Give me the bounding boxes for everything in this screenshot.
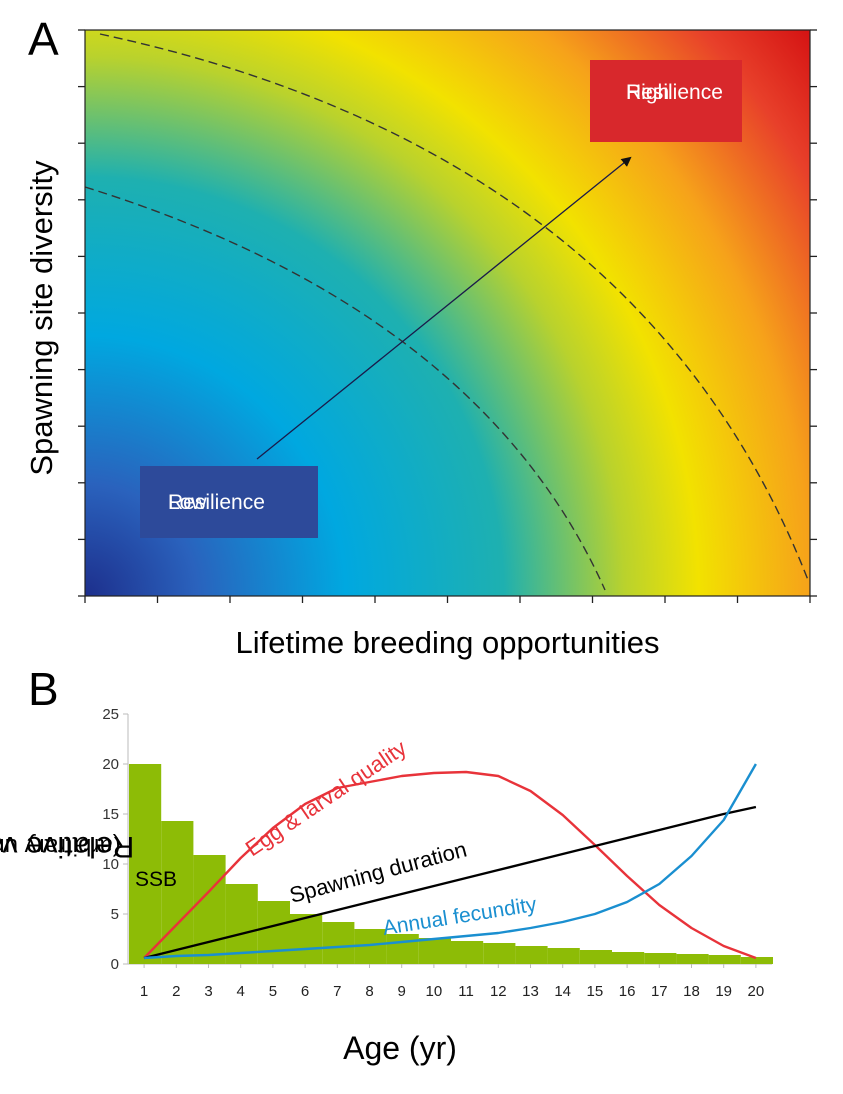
y-tick-label: 0 [111, 956, 119, 973]
x-tick-label: 4 [237, 983, 245, 1000]
panel-a-axes [78, 29, 817, 603]
ssb-label: SSB [135, 868, 177, 891]
x-tick-label: 20 [748, 983, 765, 1000]
ssb-bar [161, 821, 194, 964]
x-tick-label: 9 [398, 983, 406, 1000]
x-tick-label: 11 [458, 983, 474, 1000]
x-tick-label: 5 [269, 983, 277, 1000]
series-line-annual-fecundity [144, 763, 757, 960]
ssb-bar [612, 952, 645, 964]
x-tick-label: 17 [651, 983, 668, 1000]
ssb-bar [740, 957, 773, 964]
contour-high [99, 33, 809, 581]
ssb-bar [644, 953, 677, 964]
high-label-line1: High [626, 81, 670, 104]
ssb-bar [483, 943, 516, 964]
y-tick-label: 25 [102, 706, 119, 723]
high-label-line2: Resilience [626, 81, 723, 104]
y-tick-label: 15 [102, 806, 119, 823]
annual-fecundity-label: Annual fecundity [381, 893, 538, 940]
resilience-arrow [256, 156, 632, 460]
ssb-bar [515, 946, 548, 964]
y-tick-label: 5 [111, 906, 119, 923]
low-label-line1: Low [168, 491, 207, 514]
y-tick-label: 10 [102, 856, 119, 873]
x-tick-label: 19 [715, 983, 732, 1000]
ssb-bar [129, 764, 162, 964]
ssb-bar [322, 922, 355, 964]
panel-a-letter: A [28, 13, 59, 65]
contour-low [84, 186, 606, 591]
x-tick-label: 12 [490, 983, 507, 1000]
x-tick-label: 3 [204, 983, 212, 1000]
ssb-bar [547, 948, 580, 964]
x-tick-label: 2 [172, 983, 180, 1000]
x-tick-label: 13 [522, 983, 539, 1000]
high-resilience-label: High Resilience [590, 60, 742, 142]
ssb-bar [676, 954, 709, 964]
x-tick-label: 18 [683, 983, 700, 1000]
low-resilience-label: Low Resilience [140, 466, 318, 538]
x-tick-label: 8 [365, 983, 373, 1000]
panel-a-xlabel: Lifetime breeding opportunities [235, 625, 660, 660]
x-tick-label: 6 [301, 983, 309, 1000]
x-tick-label: 1 [140, 983, 148, 1000]
series-line-spawning-duration [143, 805, 757, 960]
series-line-egg-larval-quality [143, 770, 757, 960]
ssb-bar [708, 955, 741, 964]
ssb-bar [386, 934, 419, 964]
y-tick-label: 20 [102, 756, 119, 773]
egg-quality-label: Egg & larval quality [241, 735, 411, 861]
low-label-line2: Resilience [168, 491, 265, 514]
x-tick-label: 10 [426, 983, 443, 1000]
panel-b-ylabel-line2: (arbitrary units) [0, 833, 121, 860]
ssb-bar [418, 938, 451, 964]
ssb-bar [193, 855, 226, 964]
ssb-bar [579, 950, 612, 964]
x-tick-label: 7 [333, 983, 341, 1000]
x-tick-label: 14 [554, 983, 571, 1000]
ssb-bar [451, 941, 484, 964]
ssb-bar [225, 884, 258, 964]
panel-b-letter: B [28, 663, 59, 715]
ssb-bar [290, 914, 323, 964]
spawning-duration-label: Spawning duration [287, 837, 470, 908]
panel-b-xlabel: Age (yr) [343, 1030, 457, 1066]
x-tick-label: 15 [587, 983, 604, 1000]
x-tick-label: 16 [619, 983, 636, 1000]
ssb-bar [257, 901, 290, 964]
